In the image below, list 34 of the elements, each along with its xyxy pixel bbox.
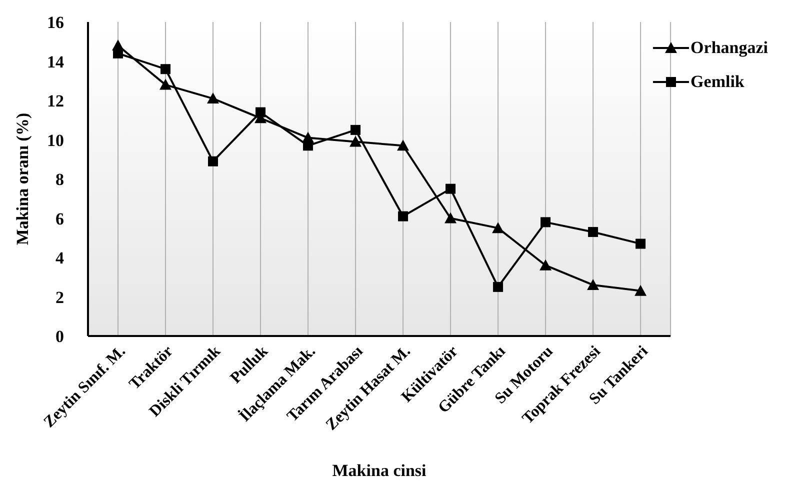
point (444, 212, 457, 224)
point (113, 48, 123, 58)
point (208, 156, 218, 166)
y-tick-label: 0 (56, 327, 64, 346)
legend-label: Gemlik (690, 72, 744, 92)
y-tick-label: 16 (47, 13, 64, 32)
point (160, 64, 171, 74)
y-tick-label: 12 (47, 92, 64, 111)
point (256, 107, 266, 118)
y-tick-label: 10 (47, 130, 64, 150)
point (492, 222, 504, 234)
y-tick-label: 2 (56, 288, 64, 307)
point (493, 282, 504, 292)
y-tick-label: 6 (56, 209, 64, 228)
y-tick-label: 14 (47, 52, 64, 72)
point (160, 78, 172, 90)
point (350, 124, 361, 135)
point (303, 140, 314, 151)
legend-label: Orhangazi (690, 38, 768, 58)
point (588, 226, 598, 237)
y-tick-label: 4 (56, 248, 64, 268)
point (634, 284, 647, 296)
point (207, 92, 220, 104)
x-axis-title: Makina cinsi (332, 461, 427, 480)
y-tick-label: 8 (56, 170, 64, 190)
point (540, 259, 552, 270)
point (397, 140, 410, 151)
point (350, 136, 362, 147)
point (446, 184, 456, 194)
y-axis-title: Makina oranı (%) (13, 112, 32, 246)
point (636, 238, 646, 249)
point (540, 217, 551, 228)
point (587, 278, 600, 290)
point (398, 211, 408, 222)
